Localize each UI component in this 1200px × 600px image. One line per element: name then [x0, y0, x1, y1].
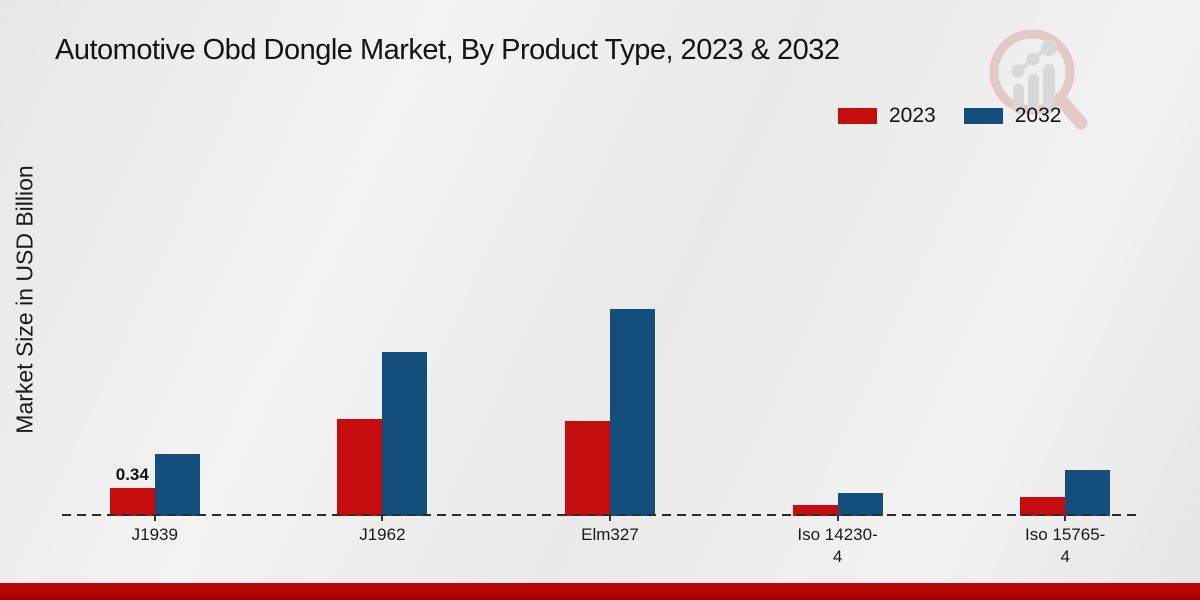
bar-2023-j1939: 0.34	[109, 465, 155, 516]
x-axis-tick-label: J1939	[131, 525, 178, 544]
x-axis-tick	[608, 516, 611, 521]
bar-2032-iso-15765-4	[1065, 470, 1111, 516]
footer-stripe	[0, 583, 1200, 600]
legend-label-2032: 2032	[1014, 104, 1062, 127]
bar-2032-j1939	[154, 454, 200, 516]
bar-2023-j1962	[337, 419, 383, 516]
bar-value-label: 0.34	[115, 465, 149, 484]
bar-group-j1962	[269, 296, 497, 516]
x-axis-tick-label: Elm327	[581, 525, 639, 544]
bar-2023-elm327	[564, 421, 610, 516]
bar-group-iso-14230-4	[724, 296, 952, 516]
x-label-cell: J1962	[269, 516, 497, 568]
legend: 2023 2032	[838, 104, 1061, 128]
x-axis-tick-label: J1962	[359, 525, 406, 544]
chart-title: Automotive Obd Dongle Market, By Product…	[55, 34, 840, 66]
bar-group-iso-15765-4	[951, 296, 1179, 516]
x-axis-tick	[1064, 516, 1067, 521]
x-label-cell: Iso 15765-4	[951, 516, 1179, 568]
bar-2032-elm327	[609, 309, 655, 516]
x-axis-labels: J1939 J1962 Elm327 Iso 14230-4 Iso 15765-4	[41, 516, 1179, 568]
x-axis-tick	[381, 516, 384, 521]
x-axis-tick	[836, 516, 839, 521]
x-label-cell: J1939	[41, 516, 269, 568]
x-axis-tick-label: Iso 14230-4	[797, 525, 878, 567]
legend-swatch-2023	[838, 108, 877, 124]
x-label-cell: Iso 14230-4	[724, 516, 952, 568]
magnifier-growth-chart-logo-icon	[982, 26, 1088, 137]
bar-2023-iso-15765-4	[1020, 497, 1066, 516]
legend-item-2023: 2023	[838, 104, 936, 128]
x-axis-baseline	[62, 514, 1140, 516]
x-label-cell: Elm327	[496, 516, 724, 568]
bar-2032-j1962	[382, 352, 428, 516]
bar-2023-iso-14230-4	[792, 505, 838, 516]
y-axis-label: Market Size in USD Billion	[11, 165, 38, 434]
legend-swatch-2032	[963, 108, 1003, 124]
bar-group-elm327	[496, 296, 724, 516]
legend-label-2023: 2023	[889, 104, 936, 127]
bar-group-j1939: 0.34	[41, 296, 269, 516]
x-axis-tick-label: Iso 15765-4	[1025, 525, 1106, 567]
plot-area: 0.34	[41, 296, 1179, 516]
x-axis-tick	[153, 516, 156, 521]
legend-item-2032: 2032	[963, 104, 1062, 128]
bar-2032-iso-14230-4	[837, 493, 883, 516]
